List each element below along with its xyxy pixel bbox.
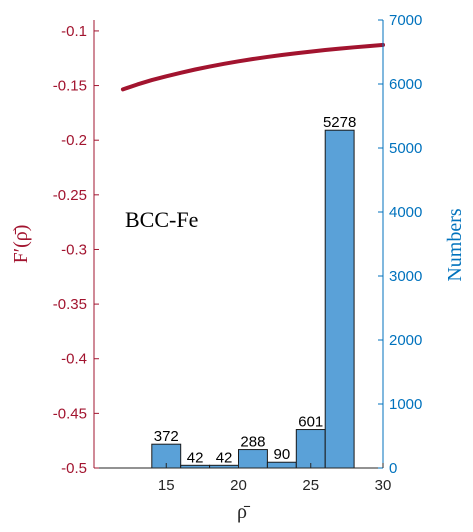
histogram-bar bbox=[295, 429, 326, 469]
annotation-label: BCC-Fe bbox=[125, 207, 198, 232]
bar-value-label: 42 bbox=[216, 449, 233, 466]
right-y-tick-label: 5000 bbox=[389, 140, 422, 157]
bar-value-label: 5278 bbox=[323, 114, 356, 131]
left-y-tick-label: -0.2 bbox=[61, 132, 87, 149]
histogram-bar bbox=[238, 449, 268, 469]
x-tick-label: 30 bbox=[375, 477, 392, 494]
bar-value-label: 42 bbox=[187, 449, 204, 466]
right-y-tick-label: 1000 bbox=[389, 396, 422, 413]
bar-value-label: 372 bbox=[154, 428, 179, 445]
bar-value-label: 601 bbox=[298, 414, 323, 431]
histogram-bar bbox=[324, 129, 355, 469]
x-ticks: 15 20 25 30 bbox=[158, 463, 391, 494]
right-y-axis-title: Numbers bbox=[444, 208, 466, 282]
left-y-tick-label: -0.15 bbox=[53, 78, 87, 95]
left-y-tick-label: -0.5 bbox=[61, 460, 87, 477]
left-y-ticks: -0.5 -0.45 -0.4 -0.35 -0.3 -0.25 -0.2 -0.15 -0.1 bbox=[53, 23, 99, 477]
left-y-tick-label: -0.4 bbox=[61, 351, 87, 368]
left-y-tick-label: -0.35 bbox=[53, 296, 87, 313]
right-y-tick-label: 6000 bbox=[389, 76, 422, 93]
right-y-tick-label: 7000 bbox=[389, 12, 422, 29]
left-y-tick-label: -0.25 bbox=[53, 187, 87, 204]
right-y-ticks: 0 1000 2000 3000 4000 5000 6000 7000 bbox=[378, 12, 422, 477]
x-tick-label: 20 bbox=[230, 477, 247, 494]
left-y-tick-label: -0.45 bbox=[53, 405, 87, 422]
fprime-curve bbox=[120, 42, 385, 92]
x-tick-label: 15 bbox=[158, 477, 175, 494]
right-y-tick-label: 0 bbox=[389, 460, 397, 477]
histogram-bars bbox=[151, 129, 355, 469]
left-y-tick-label: -0.1 bbox=[61, 23, 87, 40]
x-tick-label: 25 bbox=[302, 477, 319, 494]
left-y-tick-label: -0.3 bbox=[61, 241, 87, 258]
right-y-tick-label: 2000 bbox=[389, 332, 422, 349]
bar-value-label: 288 bbox=[240, 434, 265, 451]
right-y-tick-label: 4000 bbox=[389, 204, 422, 221]
histogram-bar-labels: 372 42 42 288 90 601 5278 bbox=[154, 114, 357, 466]
x-axis-title: ρ̄ bbox=[237, 501, 251, 523]
right-y-tick-label: 3000 bbox=[389, 268, 422, 285]
left-y-axis-title: F′(ρ̄) bbox=[10, 225, 32, 264]
bar-value-label: 90 bbox=[274, 446, 291, 463]
